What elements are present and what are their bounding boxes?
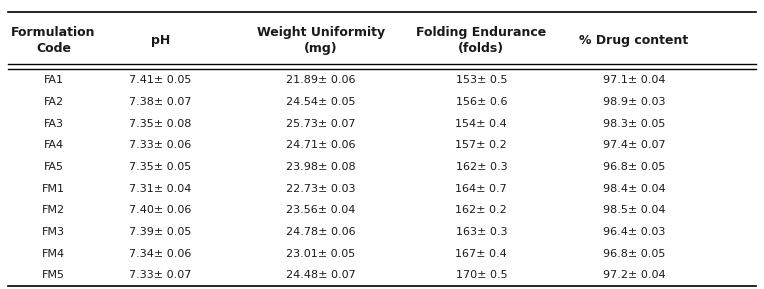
Text: 98.3± 0.05: 98.3± 0.05 (603, 118, 665, 129)
Text: 98.5± 0.04: 98.5± 0.04 (603, 205, 665, 215)
Text: FA3: FA3 (44, 118, 63, 129)
Text: 96.4± 0.03: 96.4± 0.03 (603, 227, 665, 237)
Text: 7.35± 0.05: 7.35± 0.05 (129, 162, 192, 172)
Text: FM1: FM1 (42, 184, 65, 194)
Text: 98.9± 0.03: 98.9± 0.03 (603, 97, 665, 107)
Text: 97.4± 0.07: 97.4± 0.07 (603, 140, 665, 150)
Text: 156± 0.6: 156± 0.6 (455, 97, 507, 107)
Text: 96.8± 0.05: 96.8± 0.05 (603, 249, 665, 259)
Text: 7.41± 0.05: 7.41± 0.05 (129, 75, 192, 85)
Text: 7.33± 0.06: 7.33± 0.06 (129, 140, 192, 150)
Text: 24.54± 0.05: 24.54± 0.05 (286, 97, 355, 107)
Text: 24.48± 0.07: 24.48± 0.07 (286, 270, 356, 280)
Text: 163± 0.3: 163± 0.3 (455, 227, 507, 237)
Text: FM4: FM4 (42, 249, 65, 259)
Text: 7.35± 0.08: 7.35± 0.08 (129, 118, 192, 129)
Text: 97.1± 0.04: 97.1± 0.04 (603, 75, 665, 85)
Text: FM2: FM2 (42, 205, 65, 215)
Text: 23.01± 0.05: 23.01± 0.05 (286, 249, 355, 259)
Text: 154± 0.4: 154± 0.4 (455, 118, 507, 129)
Text: 7.40± 0.06: 7.40± 0.06 (129, 205, 192, 215)
Text: 23.56± 0.04: 23.56± 0.04 (286, 205, 355, 215)
Text: 24.71± 0.06: 24.71± 0.06 (286, 140, 355, 150)
Text: 162± 0.2: 162± 0.2 (455, 205, 507, 215)
Text: 170± 0.5: 170± 0.5 (455, 270, 507, 280)
Text: 7.31± 0.04: 7.31± 0.04 (129, 184, 192, 194)
Text: 23.98± 0.08: 23.98± 0.08 (286, 162, 356, 172)
Text: 97.2± 0.04: 97.2± 0.04 (603, 270, 665, 280)
Text: 7.33± 0.07: 7.33± 0.07 (129, 270, 192, 280)
Text: FM3: FM3 (42, 227, 65, 237)
Text: 164± 0.7: 164± 0.7 (455, 184, 507, 194)
Text: 24.78± 0.06: 24.78± 0.06 (286, 227, 356, 237)
Text: Formulation
Code: Formulation Code (11, 26, 96, 55)
Text: 21.89± 0.06: 21.89± 0.06 (286, 75, 355, 85)
Text: 7.34± 0.06: 7.34± 0.06 (129, 249, 192, 259)
Text: 153± 0.5: 153± 0.5 (455, 75, 507, 85)
Text: 7.38± 0.07: 7.38± 0.07 (129, 97, 192, 107)
Text: FA2: FA2 (44, 97, 63, 107)
Text: 162± 0.3: 162± 0.3 (455, 162, 507, 172)
Text: 22.73± 0.03: 22.73± 0.03 (286, 184, 355, 194)
Text: 25.73± 0.07: 25.73± 0.07 (286, 118, 355, 129)
Text: 7.39± 0.05: 7.39± 0.05 (129, 227, 192, 237)
Text: 96.8± 0.05: 96.8± 0.05 (603, 162, 665, 172)
Text: 157± 0.2: 157± 0.2 (455, 140, 507, 150)
Text: FA1: FA1 (44, 75, 63, 85)
Text: % Drug content: % Drug content (580, 34, 688, 47)
Text: pH: pH (151, 34, 170, 47)
Text: FA4: FA4 (44, 140, 63, 150)
Text: 98.4± 0.04: 98.4± 0.04 (603, 184, 665, 194)
Text: Weight Uniformity
(mg): Weight Uniformity (mg) (257, 26, 385, 55)
Text: FA5: FA5 (44, 162, 63, 172)
Text: 167± 0.4: 167± 0.4 (455, 249, 507, 259)
Text: FM5: FM5 (42, 270, 65, 280)
Text: Folding Endurance
(folds): Folding Endurance (folds) (416, 26, 546, 55)
